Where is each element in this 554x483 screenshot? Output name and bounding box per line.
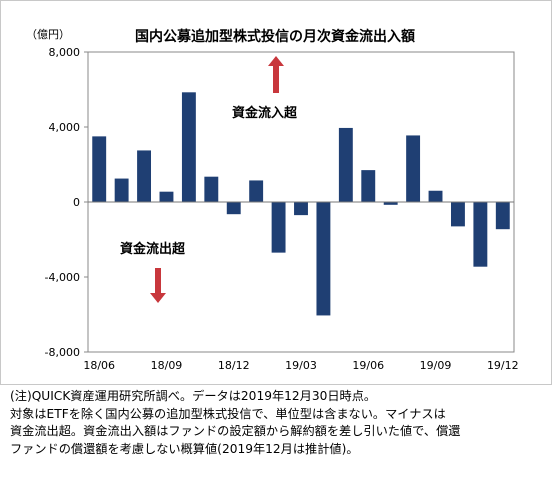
bar-18-09 <box>159 191 174 202</box>
footnote-line-3: 資金流出超。資金流出入額はファンドの設定額から解約額を差し引いた値で、償還 <box>10 424 461 438</box>
x-tick-label: 19/12 <box>487 359 519 372</box>
bar-18-07 <box>114 178 129 202</box>
bar-19-02 <box>271 202 286 253</box>
y-axis: 8,000 4,000 0 -4,000 -8,000 <box>45 46 88 359</box>
bar-19-05 <box>338 127 353 202</box>
bar-18-08 <box>137 150 152 202</box>
x-axis: 18/06 18/09 18/12 19/03 19/06 19/09 19/12 <box>83 359 518 372</box>
bar-19-09 <box>428 190 443 202</box>
y-axis-unit-label: （億円） <box>26 28 70 41</box>
bar-18-11 <box>204 176 219 202</box>
x-tick-label: 18/06 <box>83 359 115 372</box>
bar-19-10 <box>450 202 465 227</box>
up-arrow-icon <box>268 56 284 93</box>
bar-series <box>92 92 510 316</box>
y-tick-label: 0 <box>73 196 80 209</box>
bar-19-12 <box>495 202 510 230</box>
y-tick-label: 4,000 <box>49 121 81 134</box>
x-tick-label: 19/06 <box>352 359 384 372</box>
bar-19-04 <box>316 202 331 316</box>
footnote-line-1: (注)QUICK資産運用研究所調べ。データは2019年12月30日時点。 <box>10 389 377 403</box>
x-tick-label: 18/09 <box>151 359 183 372</box>
bar-chart: 国内公募追加型株式投信の月次資金流出入額 （億円） 8,000 4,000 0 -4,… <box>26 28 519 372</box>
inflow-label: 資金流入超 <box>232 105 298 121</box>
bar-18-12 <box>226 202 241 215</box>
footnote-line-4: ファンドの償還額を考慮しない概算値(2019年12月は推計値)。 <box>10 441 359 456</box>
bar-19-06 <box>361 170 376 202</box>
chart-title: 国内公募追加型株式投信の月次資金流出入額 <box>135 28 415 45</box>
footnote-line-2: 対象はETFを除く国内公募の追加型株式投信で、単位型は含まない。マイナスは <box>10 406 446 421</box>
bar-18-10 <box>181 92 196 202</box>
bar-19-08 <box>406 135 421 202</box>
footnote: (注)QUICK資産運用研究所調べ。データは2019年12月30日時点。 対象は… <box>10 388 550 458</box>
bar-18-06 <box>92 136 107 202</box>
bar-19-03 <box>294 202 308 216</box>
x-tick-label: 19/09 <box>420 359 452 372</box>
y-tick-label: 8,000 <box>49 46 81 59</box>
y-tick-label: -8,000 <box>45 346 80 359</box>
bar-19-01 <box>249 180 264 202</box>
bar-19-07 <box>383 202 398 205</box>
outflow-label: 資金流出超 <box>120 241 186 257</box>
bar-19-11 <box>473 202 488 267</box>
down-arrow-icon <box>150 268 166 303</box>
chart-frame <box>0 0 552 385</box>
x-tick-label: 19/03 <box>285 359 317 372</box>
x-tick-label: 18/12 <box>218 359 250 372</box>
y-tick-label: -4,000 <box>45 271 80 284</box>
